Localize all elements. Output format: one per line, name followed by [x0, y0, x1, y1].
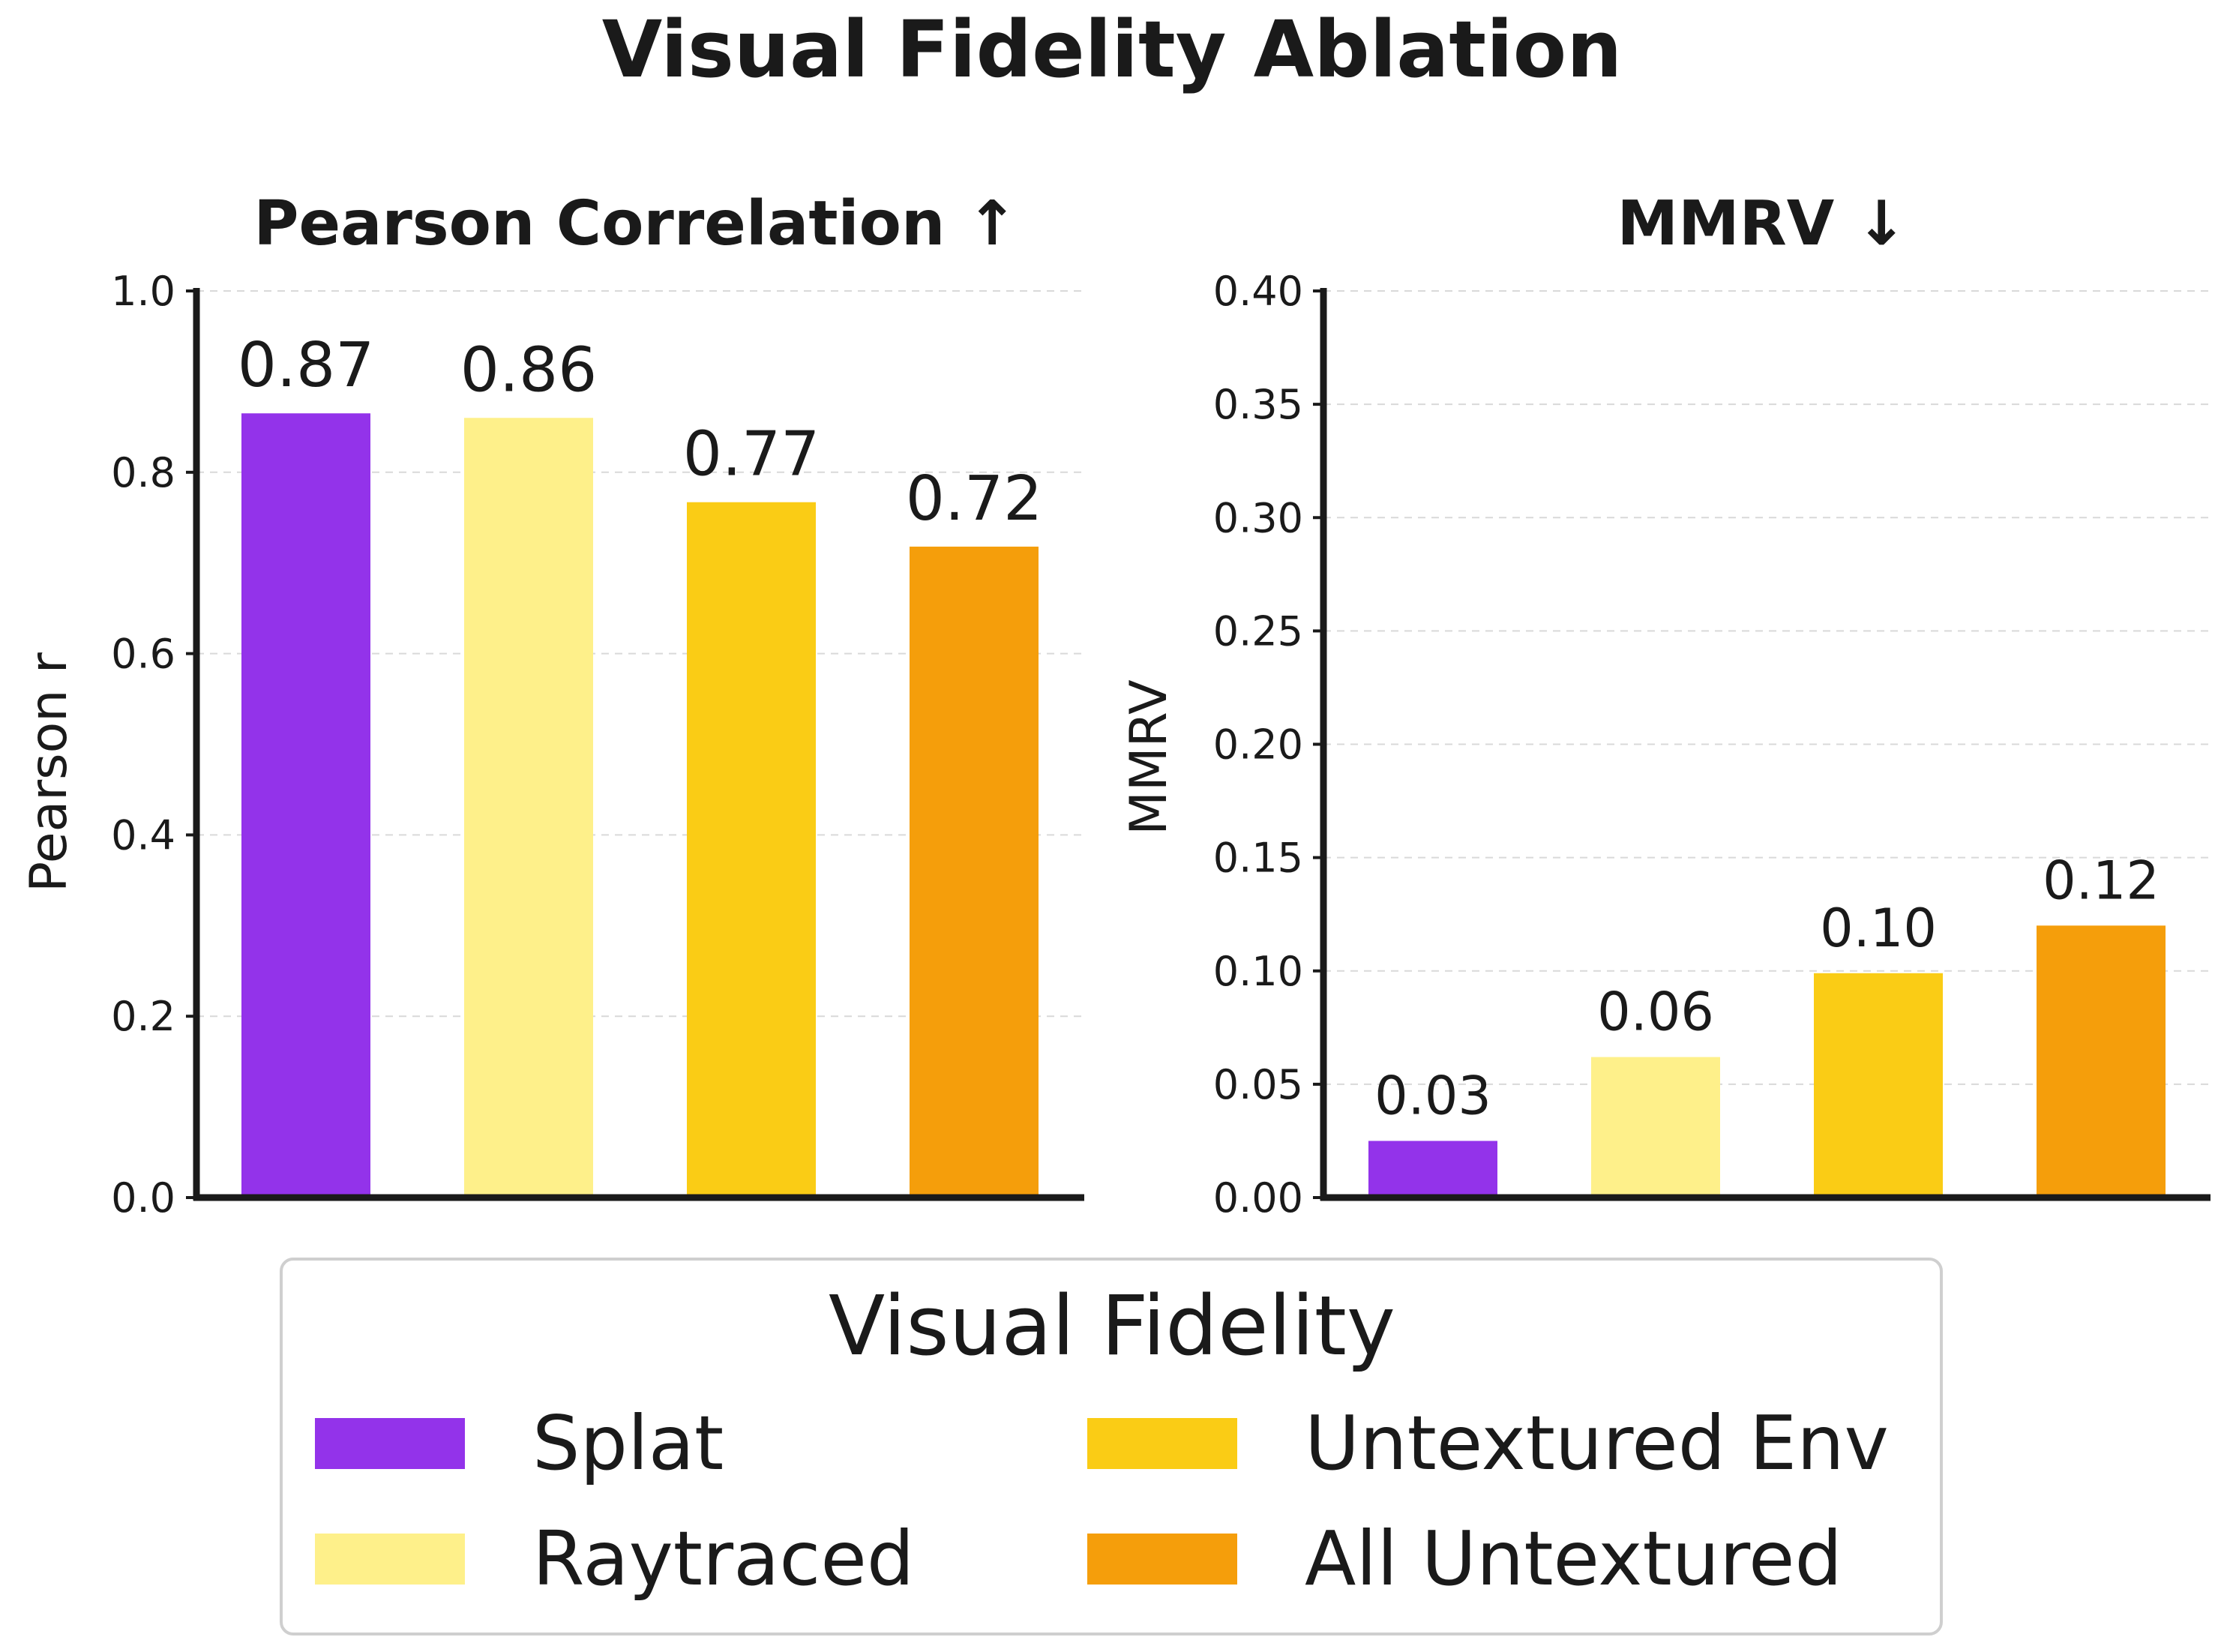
legend-label: All Untextured: [1305, 1515, 1842, 1603]
figure-title: Visual Fidelity Ablation: [602, 4, 1623, 95]
chart-pearson: Pearson Correlation ↑ Pearson r 0.87 0.86…: [19, 188, 1084, 1222]
bar: [241, 413, 370, 1198]
y-tick-label: 0.20: [1213, 721, 1303, 769]
bar-value-label: 0.10: [1820, 898, 1937, 959]
y-tick-label: 1.0: [111, 268, 175, 315]
bar-value-label: 0.72: [906, 463, 1043, 535]
y-tick-label: 0.40: [1213, 268, 1303, 315]
bar-value-label: 0.03: [1374, 1065, 1491, 1126]
y-tick-label: 0.2: [111, 993, 175, 1040]
bar: [464, 418, 593, 1198]
y-tick-label: 0.05: [1213, 1061, 1303, 1108]
y-tick-label: 0.0: [111, 1174, 175, 1222]
bar: [1591, 1057, 1720, 1198]
bar-value-label: 0.86: [460, 334, 598, 406]
bar: [687, 502, 816, 1198]
y-tick-label: 0.35: [1213, 381, 1303, 428]
bar: [1814, 973, 1943, 1198]
bar-value-label: 0.06: [1597, 982, 1714, 1043]
bar: [910, 546, 1039, 1198]
legend-label: Splat: [532, 1399, 724, 1487]
legend-swatch: [315, 1534, 465, 1585]
y-tick-label: 0.10: [1213, 948, 1303, 995]
legend-label: Raytraced: [532, 1515, 914, 1603]
y-axis-label: MMRV: [1119, 679, 1179, 835]
y-tick-label: 0.4: [111, 811, 175, 859]
bar-value-label: 0.12: [2043, 850, 2160, 911]
chart-title: Pearson Correlation ↑: [253, 188, 1018, 259]
y-tick-label: 0.30: [1213, 494, 1303, 541]
chart-mmrv: MMRV ↓ MMRV 0.03 0.06 0.10 0.12 0.00 0.05 0.1…: [1119, 188, 2211, 1222]
bar: [1368, 1141, 1497, 1198]
bar: [2037, 925, 2166, 1198]
chart-title: MMRV ↓: [1617, 188, 1907, 259]
bar-value-label: 0.77: [683, 419, 820, 490]
legend-title: Visual Fidelity: [829, 1278, 1395, 1374]
y-tick-label: 0.15: [1213, 835, 1303, 882]
legend-swatch: [315, 1418, 465, 1469]
y-tick-label: 0.6: [111, 631, 175, 678]
y-axis-label: Pearson r: [19, 652, 79, 892]
legend: Visual Fidelity Splat Raytraced Untextured…: [280, 1258, 1943, 1636]
y-tick-label: 0.25: [1213, 607, 1303, 655]
legend-swatch: [1087, 1418, 1237, 1469]
legend-label: Untextured Env: [1305, 1399, 1889, 1487]
y-tick-label: 0.8: [111, 449, 175, 496]
y-tick-label: 0.00: [1213, 1174, 1303, 1222]
legend-swatch: [1087, 1534, 1237, 1585]
bar-value-label: 0.87: [238, 330, 375, 401]
